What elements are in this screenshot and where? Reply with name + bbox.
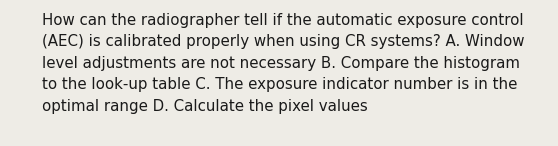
Text: level adjustments are not necessary B. Compare the histogram: level adjustments are not necessary B. C… — [42, 56, 520, 71]
Text: optimal range D. Calculate the pixel values: optimal range D. Calculate the pixel val… — [42, 99, 368, 114]
Text: How can the radiographer tell if the automatic exposure control: How can the radiographer tell if the aut… — [42, 13, 523, 28]
Text: (AEC) is calibrated properly when using CR systems? A. Window: (AEC) is calibrated properly when using … — [42, 34, 525, 49]
Text: to the look-up table C. The exposure indicator number is in the: to the look-up table C. The exposure ind… — [42, 78, 517, 93]
